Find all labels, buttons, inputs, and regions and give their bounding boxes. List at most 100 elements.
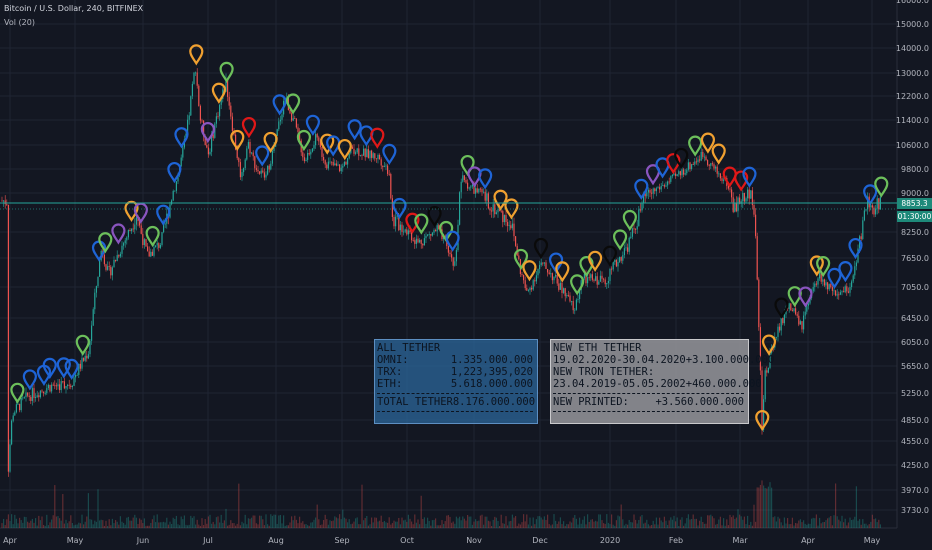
- candle-body: [671, 175, 673, 177]
- all-tether-box[interactable]: ALL TETHER OMNI: 1.335.000.000 TRX: 1,223,…: [374, 339, 538, 424]
- volume-bar: [321, 524, 323, 528]
- total-label: TOTAL TETHER: [377, 396, 453, 408]
- pin-icon: [445, 230, 460, 252]
- candle-body: [721, 178, 723, 181]
- volume-bar: [455, 516, 457, 528]
- candle-body: [646, 192, 648, 197]
- volume-bar: [831, 525, 833, 528]
- volume-bar: [316, 504, 318, 528]
- volume-bar: [273, 514, 275, 528]
- candle-body: [6, 204, 8, 205]
- candle-body: [547, 268, 549, 273]
- candle-body: [292, 118, 294, 121]
- volume-bar: [332, 520, 334, 528]
- candle-body: [310, 151, 312, 155]
- candle-body: [297, 127, 299, 132]
- candle-body: [593, 279, 595, 281]
- volume-bar: [255, 523, 257, 528]
- total-value: 8.176.000.000: [452, 396, 536, 408]
- candle-body: [412, 240, 414, 241]
- candle-body: [524, 280, 526, 289]
- volume-bar: [435, 518, 437, 528]
- green-event-marker: [145, 225, 160, 248]
- candle-body: [382, 165, 384, 168]
- volume-bar: [388, 517, 390, 528]
- orange-event-marker: [189, 44, 204, 66]
- candle-body: [545, 262, 547, 269]
- candle-body: [641, 202, 643, 211]
- candle-body: [406, 229, 408, 235]
- candle-body: [739, 197, 741, 204]
- volume-bar: [503, 523, 505, 528]
- volume-bar: [148, 525, 150, 528]
- pin-icon: [645, 164, 661, 186]
- volume-bar: [513, 517, 515, 528]
- volume-bar: [678, 525, 680, 528]
- volume-bar: [11, 514, 13, 528]
- volume-bar: [268, 525, 270, 528]
- candle-body: [203, 120, 205, 137]
- volume-bar: [854, 516, 856, 528]
- volume-bar: [372, 522, 374, 528]
- purple-event-marker: [798, 286, 813, 308]
- volume-bar: [87, 493, 89, 528]
- volume-bar: [671, 519, 673, 528]
- volume-bar: [371, 517, 373, 528]
- volume-bar: [127, 516, 129, 528]
- volume-bar: [599, 514, 601, 528]
- volume-indicator-label[interactable]: Vol (20): [4, 18, 35, 27]
- volume-bar: [265, 514, 267, 528]
- candle-body: [700, 151, 702, 161]
- volume-bar: [654, 524, 656, 528]
- volume-bar: [575, 518, 577, 528]
- chart-title: Bitcoin / U.S. Dollar, 240, BITFINEX: [4, 4, 144, 13]
- pin-icon: [10, 382, 25, 404]
- volume-bar: [151, 519, 153, 528]
- price-tick-label: 14000.0: [896, 44, 929, 53]
- volume-bar: [695, 518, 697, 528]
- event-markers: [10, 44, 889, 432]
- candle-body: [156, 243, 158, 246]
- red-event-marker: [241, 116, 257, 139]
- candle-body: [398, 215, 400, 231]
- volume-bar: [27, 521, 29, 528]
- candle-body: [391, 198, 393, 217]
- candle-body: [451, 254, 453, 258]
- volume-bar: [49, 522, 51, 528]
- purple-event-marker: [200, 121, 215, 144]
- candle-body: [611, 268, 613, 270]
- candle-body: [342, 166, 344, 168]
- volume-bar: [721, 525, 723, 528]
- candle-body: [177, 174, 179, 182]
- candle-body: [225, 78, 227, 92]
- volume-bar: [33, 522, 35, 528]
- pin-icon: [504, 198, 519, 220]
- volume-bar: [731, 517, 733, 528]
- volume-bar: [700, 516, 702, 528]
- candle-body: [684, 173, 686, 175]
- volume-bar: [241, 521, 243, 528]
- volume-bar: [673, 515, 675, 528]
- volume-bar: [300, 522, 302, 528]
- volume-bar: [780, 522, 782, 528]
- candle-body: [843, 291, 845, 293]
- volume-bar: [548, 524, 550, 528]
- candle-body: [244, 159, 246, 169]
- volume-bar: [91, 519, 93, 528]
- volume-bar: [263, 525, 265, 528]
- volume-bar: [735, 517, 737, 528]
- volume-bar: [867, 525, 869, 528]
- volume-bar: [215, 517, 217, 528]
- candle-body: [132, 228, 134, 230]
- pin-icon: [688, 135, 703, 157]
- new-printed-box[interactable]: NEW ETH TETHER 19.02.2020-30.04.2020 +3.1…: [550, 339, 774, 424]
- candle-body: [513, 223, 515, 237]
- eth-period: 19.02.2020-30.04.2020: [553, 354, 686, 366]
- volume-bar: [655, 517, 657, 528]
- candle-body: [247, 141, 249, 149]
- candle-body: [769, 352, 771, 368]
- pin-icon: [167, 161, 182, 184]
- volume-bar: [862, 519, 864, 528]
- candle-body: [540, 262, 542, 266]
